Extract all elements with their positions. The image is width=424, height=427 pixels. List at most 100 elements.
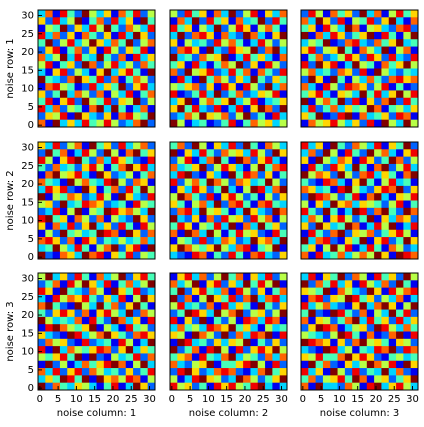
cell bbox=[279, 112, 288, 121]
cell bbox=[96, 83, 105, 91]
cell bbox=[257, 39, 266, 47]
cell bbox=[301, 207, 309, 216]
cell bbox=[213, 375, 222, 384]
cell bbox=[125, 142, 134, 150]
cell bbox=[396, 382, 404, 391]
cell bbox=[59, 207, 68, 216]
cell bbox=[279, 280, 288, 289]
cell bbox=[388, 215, 397, 223]
cell bbox=[59, 24, 68, 33]
cell bbox=[388, 39, 397, 47]
cell bbox=[308, 382, 317, 391]
cell bbox=[221, 382, 229, 391]
cell bbox=[184, 171, 193, 179]
cell bbox=[279, 97, 288, 106]
cell bbox=[403, 17, 412, 26]
cell bbox=[301, 10, 309, 18]
cell bbox=[322, 200, 331, 209]
cell bbox=[374, 112, 382, 121]
cell bbox=[133, 244, 141, 253]
cell bbox=[272, 207, 281, 216]
cell bbox=[344, 68, 353, 77]
cell bbox=[250, 90, 259, 99]
cell bbox=[359, 97, 368, 106]
cell bbox=[177, 229, 186, 238]
cell bbox=[45, 149, 54, 158]
cell bbox=[213, 178, 222, 187]
cell bbox=[191, 119, 200, 128]
cell bbox=[74, 294, 83, 303]
cell bbox=[45, 119, 54, 128]
cell bbox=[184, 346, 193, 354]
cell bbox=[228, 368, 237, 376]
x-tick-label: 25 bbox=[125, 394, 138, 405]
cell bbox=[140, 171, 149, 179]
cell bbox=[366, 353, 375, 362]
cell bbox=[52, 156, 61, 165]
cell bbox=[213, 273, 222, 281]
cell bbox=[301, 39, 309, 47]
cell bbox=[359, 156, 368, 165]
cell bbox=[81, 97, 90, 106]
cell bbox=[140, 53, 149, 62]
cell bbox=[403, 294, 412, 303]
cell bbox=[103, 193, 112, 201]
cell bbox=[243, 61, 251, 69]
cell bbox=[374, 316, 382, 325]
cell bbox=[410, 185, 419, 194]
cell bbox=[59, 331, 68, 340]
cell bbox=[67, 324, 75, 332]
cell bbox=[381, 229, 390, 238]
cell bbox=[45, 215, 54, 223]
cell bbox=[177, 39, 186, 47]
cell bbox=[74, 229, 83, 238]
cell bbox=[301, 17, 309, 26]
cell bbox=[322, 237, 331, 245]
cell bbox=[177, 112, 186, 121]
cell bbox=[396, 244, 404, 253]
cell bbox=[337, 280, 346, 289]
cell bbox=[228, 222, 237, 231]
cell bbox=[403, 119, 412, 128]
cell bbox=[125, 178, 134, 187]
cell bbox=[125, 287, 134, 296]
cell bbox=[381, 273, 390, 281]
cell bbox=[213, 251, 222, 260]
cell bbox=[374, 368, 382, 376]
cell bbox=[170, 61, 178, 69]
cell bbox=[344, 331, 353, 340]
x-tick-label: 15 bbox=[88, 394, 101, 405]
cell bbox=[38, 97, 46, 106]
cell bbox=[322, 178, 331, 187]
cell bbox=[111, 244, 119, 253]
cell bbox=[388, 280, 397, 289]
cell bbox=[403, 156, 412, 165]
cell bbox=[96, 68, 105, 77]
cell bbox=[410, 200, 419, 209]
cell bbox=[206, 31, 215, 40]
cell bbox=[322, 83, 331, 91]
cell bbox=[45, 61, 54, 69]
cell bbox=[344, 83, 353, 91]
cell bbox=[125, 10, 134, 18]
cell bbox=[301, 200, 309, 209]
cell bbox=[111, 368, 119, 376]
cell bbox=[52, 39, 61, 47]
cell bbox=[265, 346, 273, 354]
cell bbox=[103, 17, 112, 26]
cell bbox=[396, 31, 404, 40]
cell bbox=[81, 331, 90, 340]
cell bbox=[315, 368, 324, 376]
cell bbox=[337, 324, 346, 332]
cell bbox=[301, 97, 309, 106]
cell bbox=[250, 207, 259, 216]
cell bbox=[388, 185, 397, 194]
cell bbox=[250, 24, 259, 33]
cell bbox=[243, 273, 251, 281]
cell bbox=[381, 163, 390, 172]
cell bbox=[81, 294, 90, 303]
cell bbox=[315, 215, 324, 223]
cell bbox=[359, 353, 368, 362]
cell bbox=[366, 280, 375, 289]
cell bbox=[184, 331, 193, 340]
